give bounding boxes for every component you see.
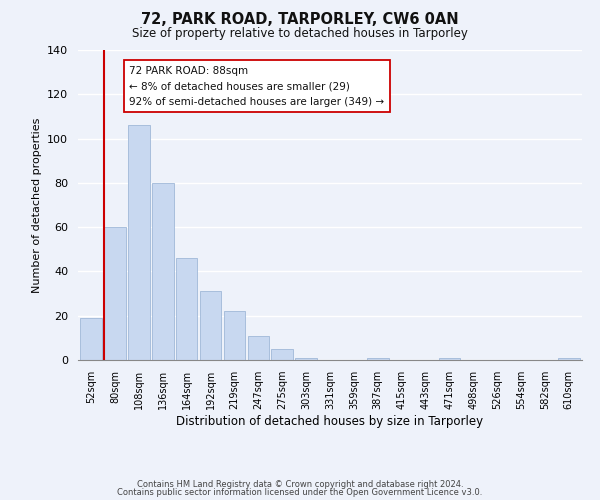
Bar bbox=[128, 126, 149, 360]
Bar bbox=[367, 358, 389, 360]
Bar bbox=[152, 183, 173, 360]
Text: 72 PARK ROAD: 88sqm
← 8% of detached houses are smaller (29)
92% of semi-detache: 72 PARK ROAD: 88sqm ← 8% of detached hou… bbox=[130, 66, 385, 106]
Bar bbox=[200, 292, 221, 360]
Bar bbox=[224, 312, 245, 360]
Text: Contains HM Land Registry data © Crown copyright and database right 2024.: Contains HM Land Registry data © Crown c… bbox=[137, 480, 463, 489]
X-axis label: Distribution of detached houses by size in Tarporley: Distribution of detached houses by size … bbox=[176, 415, 484, 428]
Bar bbox=[176, 258, 197, 360]
Bar bbox=[439, 358, 460, 360]
Bar bbox=[104, 227, 126, 360]
Y-axis label: Number of detached properties: Number of detached properties bbox=[32, 118, 41, 292]
Text: Size of property relative to detached houses in Tarporley: Size of property relative to detached ho… bbox=[132, 28, 468, 40]
Bar bbox=[271, 349, 293, 360]
Bar bbox=[248, 336, 269, 360]
Text: Contains public sector information licensed under the Open Government Licence v3: Contains public sector information licen… bbox=[118, 488, 482, 497]
Text: 72, PARK ROAD, TARPORLEY, CW6 0AN: 72, PARK ROAD, TARPORLEY, CW6 0AN bbox=[141, 12, 459, 28]
Bar bbox=[295, 358, 317, 360]
Bar bbox=[558, 358, 580, 360]
Bar bbox=[80, 318, 102, 360]
